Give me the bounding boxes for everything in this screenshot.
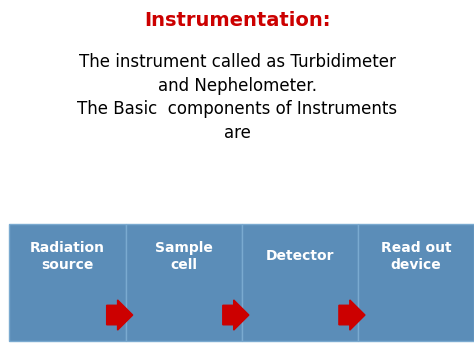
Text: Instrumentation:: Instrumentation:: [144, 11, 330, 30]
FancyArrow shape: [107, 300, 133, 330]
FancyBboxPatch shape: [358, 224, 474, 341]
Text: Sample
cell: Sample cell: [155, 241, 213, 272]
Text: Radiation
source: Radiation source: [30, 241, 105, 272]
FancyBboxPatch shape: [126, 224, 242, 341]
Text: Read out
device: Read out device: [381, 241, 451, 272]
FancyBboxPatch shape: [9, 224, 126, 341]
FancyBboxPatch shape: [242, 224, 358, 341]
FancyArrow shape: [223, 300, 249, 330]
Text: Detector: Detector: [265, 250, 334, 263]
Text: The instrument called as Turbidimeter
and Nephelometer.
The Basic  components of: The instrument called as Turbidimeter an…: [77, 53, 397, 142]
FancyArrow shape: [339, 300, 365, 330]
